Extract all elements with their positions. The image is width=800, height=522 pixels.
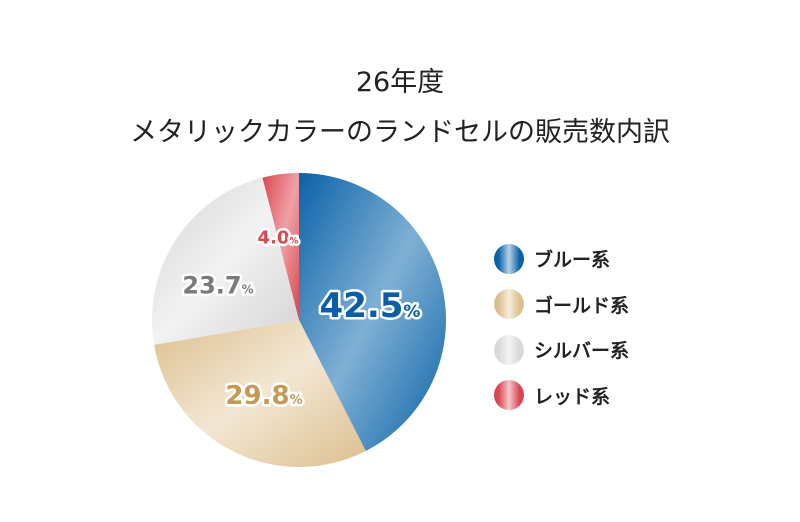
- legend-item: シルバー系: [494, 327, 629, 373]
- legend-swatch: [494, 243, 524, 274]
- chart-title-line1: 26年度: [355, 67, 445, 98]
- pie-slice-1: [154, 320, 366, 467]
- pie-slice-2: [152, 177, 299, 345]
- legend-swatch: [494, 334, 524, 365]
- legend-swatch: [494, 289, 524, 320]
- legend-item: ブルー系: [494, 236, 629, 282]
- data-label: 42.5%: [320, 286, 421, 326]
- legend-label: ゴールド系: [534, 294, 630, 317]
- pie-slice-3: [262, 173, 299, 320]
- legend-label: シルバー系: [534, 340, 630, 363]
- legend-label: ブルー系: [534, 249, 611, 272]
- data-label: 29.8%: [225, 381, 302, 411]
- chart-title-line2: メタリックカラーのランドセルの販売数内訳: [130, 117, 670, 148]
- pie-slice-0: [299, 173, 446, 451]
- legend-swatch: [494, 380, 524, 411]
- legend-item: ゴールド系: [494, 282, 629, 328]
- data-label: 4.0%: [258, 227, 299, 248]
- data-label: 23.7%: [182, 271, 253, 299]
- legend: ブルー系ゴールド系シルバー系レッド系: [494, 236, 629, 418]
- legend-label: レッド系: [534, 385, 611, 408]
- legend-item: レッド系: [494, 373, 629, 419]
